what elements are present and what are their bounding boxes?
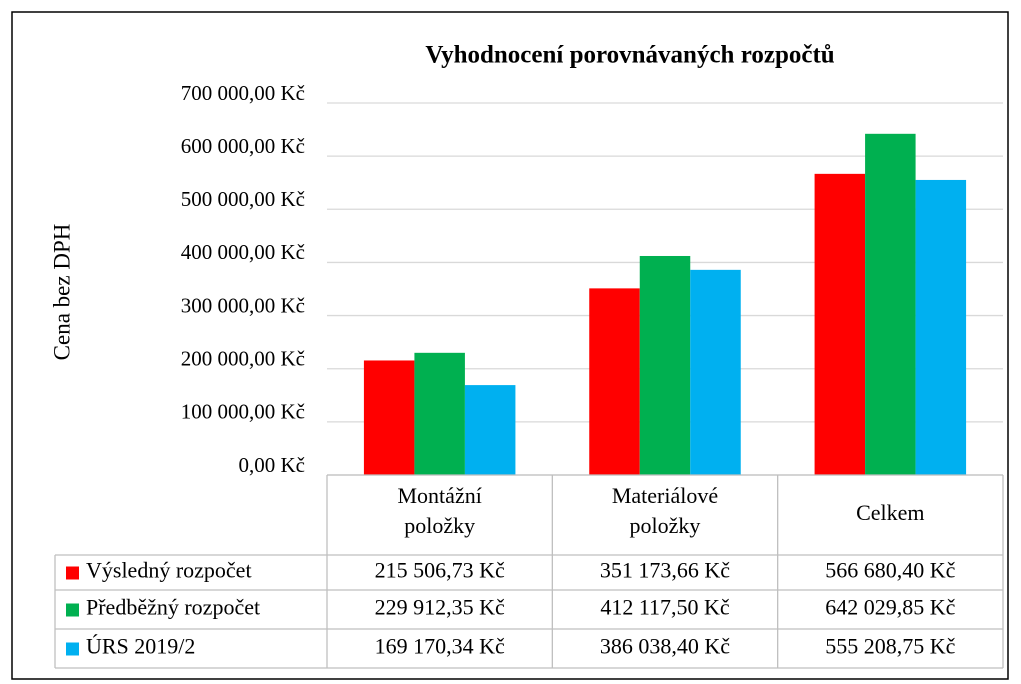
bar bbox=[464, 385, 516, 475]
data-label: 229 912,35 Kč bbox=[375, 595, 505, 620]
y-axis-label: Cena bez DPH bbox=[49, 224, 74, 361]
x-tick-label: Montážní položky bbox=[398, 483, 482, 538]
y-tick-label: 700 000,00 Kč bbox=[181, 81, 305, 105]
y-tick-label: 400 000,00 Kč bbox=[181, 240, 305, 264]
data-label: 555 208,75 Kč bbox=[825, 634, 955, 659]
bar bbox=[589, 288, 640, 475]
y-tick-label: 100 000,00 Kč bbox=[181, 400, 305, 424]
data-label: 169 170,34 Kč bbox=[375, 634, 505, 659]
y-tick-label: 200 000,00 Kč bbox=[181, 347, 305, 371]
y-tick-label: 600 000,00 Kč bbox=[181, 134, 305, 158]
bar bbox=[363, 360, 415, 475]
y-tick-label: 500 000,00 Kč bbox=[181, 187, 305, 211]
legend-swatch bbox=[66, 603, 79, 617]
bar bbox=[414, 352, 465, 475]
data-label: 642 029,85 Kč bbox=[825, 595, 955, 620]
data-label: 386 038,40 Kč bbox=[600, 634, 730, 659]
chart-title: Vyhodnocení porovnávaných rozpočtů bbox=[425, 42, 834, 69]
y-tick-label: 300 000,00 Kč bbox=[181, 293, 305, 317]
bar bbox=[915, 179, 967, 475]
legend-label: Výsledný rozpočet bbox=[86, 558, 252, 583]
data-label: 215 506,73 Kč bbox=[375, 558, 505, 583]
data-label: 412 117,50 Kč bbox=[600, 595, 730, 620]
legend-swatch bbox=[66, 566, 79, 580]
y-tick-label: 0,00 Kč bbox=[239, 453, 306, 477]
bar bbox=[639, 255, 691, 475]
x-tick-label: Materiálové položky bbox=[612, 483, 718, 538]
data-label: 566 680,40 Kč bbox=[825, 558, 955, 583]
legend-label: ÚRS 2019/2 bbox=[86, 634, 195, 659]
bar bbox=[865, 133, 916, 475]
bar bbox=[690, 269, 741, 475]
legend-swatch bbox=[66, 642, 79, 656]
legend-label: Předběžný rozpočet bbox=[86, 595, 260, 620]
bar bbox=[814, 173, 866, 475]
data-label: 351 173,66 Kč bbox=[600, 558, 730, 583]
x-tick-label: Celkem bbox=[856, 500, 924, 525]
